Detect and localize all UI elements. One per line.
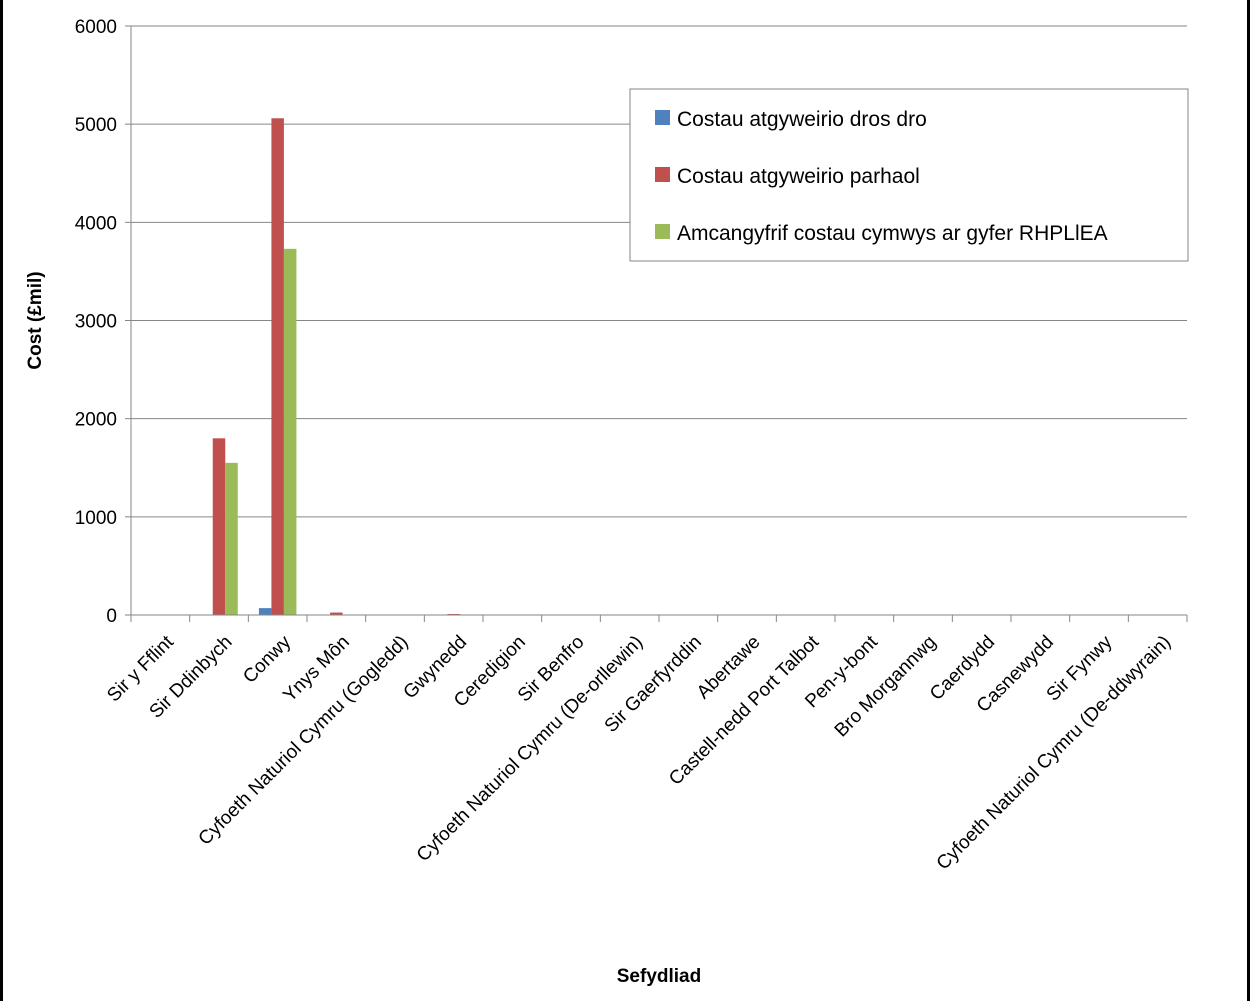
legend-box <box>629 88 1189 262</box>
y-tick-label: 1000 <box>75 508 117 529</box>
axes <box>125 25 1188 622</box>
bar <box>258 608 272 615</box>
legend-swatch <box>655 224 670 239</box>
bars <box>212 118 460 616</box>
legend-swatch <box>655 167 670 182</box>
legend-label: Costau atgyweirio parhaol <box>677 165 920 188</box>
y-tick-label: 2000 <box>75 410 117 431</box>
y-tick-label: 6000 <box>75 17 117 38</box>
legend-label: Amcangyfrif costau cymwys ar gyfer RHPLl… <box>677 222 1108 245</box>
y-tick-label: 5000 <box>75 115 117 136</box>
bar <box>283 248 297 616</box>
bar <box>271 118 284 615</box>
y-tick-label: 4000 <box>75 213 117 234</box>
y-tick-label: 3000 <box>75 312 117 333</box>
bar <box>225 462 238 615</box>
x-tick-label: Conwy <box>239 631 295 687</box>
legend-label: Costau atgyweirio dros dro <box>677 108 927 131</box>
legend: Costau atgyweirio dros dro Costau atgywei… <box>629 88 1189 262</box>
x-tick-label: Cyfoeth Naturiol Cymru (Gogledd) <box>195 632 413 850</box>
bar <box>330 612 343 615</box>
y-tick-label: 0 <box>106 606 117 627</box>
bar <box>212 438 226 615</box>
x-tick-label: Bro Morgannwg <box>831 632 941 742</box>
y-axis-title: Cost (£mil) <box>25 271 46 369</box>
x-axis-title: Sefydliad <box>617 966 701 987</box>
legend-swatch <box>655 110 670 125</box>
